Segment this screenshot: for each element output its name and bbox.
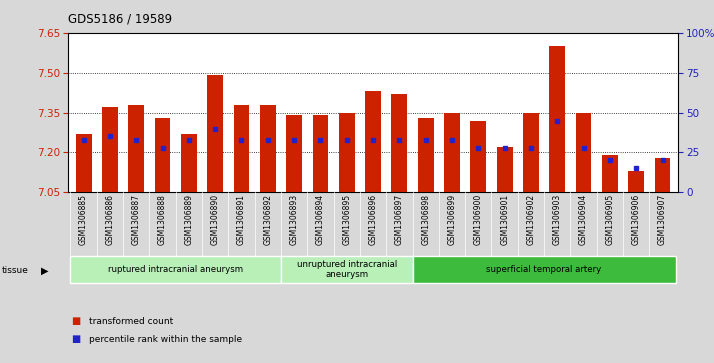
Bar: [207, 75, 223, 192]
Text: GSM1306888: GSM1306888: [158, 194, 167, 245]
Text: GSM1306889: GSM1306889: [184, 194, 193, 245]
Bar: [365, 91, 381, 192]
Text: GSM1306898: GSM1306898: [421, 194, 431, 245]
Text: transformed count: transformed count: [89, 317, 174, 326]
Bar: [71, 256, 281, 283]
Bar: [281, 256, 413, 283]
Text: GSM1306899: GSM1306899: [448, 194, 456, 245]
Bar: [655, 158, 670, 192]
Bar: [339, 113, 355, 192]
Text: ruptured intracranial aneurysm: ruptured intracranial aneurysm: [108, 265, 243, 274]
Bar: [444, 113, 460, 192]
Bar: [260, 105, 276, 192]
Text: GSM1306901: GSM1306901: [500, 194, 509, 245]
Text: GSM1306895: GSM1306895: [342, 194, 351, 245]
Bar: [102, 107, 118, 192]
Bar: [413, 256, 675, 283]
Bar: [628, 171, 644, 192]
Text: GSM1306897: GSM1306897: [395, 194, 404, 245]
Text: GSM1306886: GSM1306886: [106, 194, 114, 245]
Text: unruptured intracranial
aneurysm: unruptured intracranial aneurysm: [296, 260, 397, 279]
Text: GDS5186 / 19589: GDS5186 / 19589: [68, 13, 172, 26]
Text: GSM1306893: GSM1306893: [290, 194, 298, 245]
Bar: [418, 118, 433, 192]
Bar: [76, 134, 91, 192]
Bar: [313, 115, 328, 192]
Bar: [602, 155, 618, 192]
Text: GSM1306887: GSM1306887: [132, 194, 141, 245]
Text: superficial temporal artery: superficial temporal artery: [486, 265, 602, 274]
Bar: [575, 113, 591, 192]
Text: GSM1306894: GSM1306894: [316, 194, 325, 245]
Text: GSM1306904: GSM1306904: [579, 194, 588, 245]
Bar: [286, 115, 302, 192]
Text: GSM1306902: GSM1306902: [526, 194, 536, 245]
Bar: [155, 118, 171, 192]
Text: GSM1306907: GSM1306907: [658, 194, 667, 245]
Bar: [233, 105, 249, 192]
Text: GSM1306891: GSM1306891: [237, 194, 246, 245]
Bar: [497, 147, 513, 192]
Text: ■: ■: [71, 316, 81, 326]
Text: ■: ■: [71, 334, 81, 344]
Text: GSM1306892: GSM1306892: [263, 194, 272, 245]
Bar: [549, 46, 565, 192]
Text: GSM1306885: GSM1306885: [79, 194, 88, 245]
Bar: [523, 113, 539, 192]
Text: percentile rank within the sample: percentile rank within the sample: [89, 335, 242, 344]
Text: GSM1306903: GSM1306903: [553, 194, 562, 245]
Bar: [391, 94, 407, 192]
Text: GSM1306905: GSM1306905: [605, 194, 614, 245]
Text: ▶: ▶: [41, 266, 49, 276]
Bar: [181, 134, 197, 192]
Bar: [471, 121, 486, 192]
Bar: [129, 105, 144, 192]
Text: GSM1306896: GSM1306896: [368, 194, 378, 245]
Text: GSM1306900: GSM1306900: [474, 194, 483, 245]
Text: GSM1306906: GSM1306906: [632, 194, 640, 245]
Text: tissue: tissue: [2, 266, 29, 275]
Text: GSM1306890: GSM1306890: [211, 194, 220, 245]
